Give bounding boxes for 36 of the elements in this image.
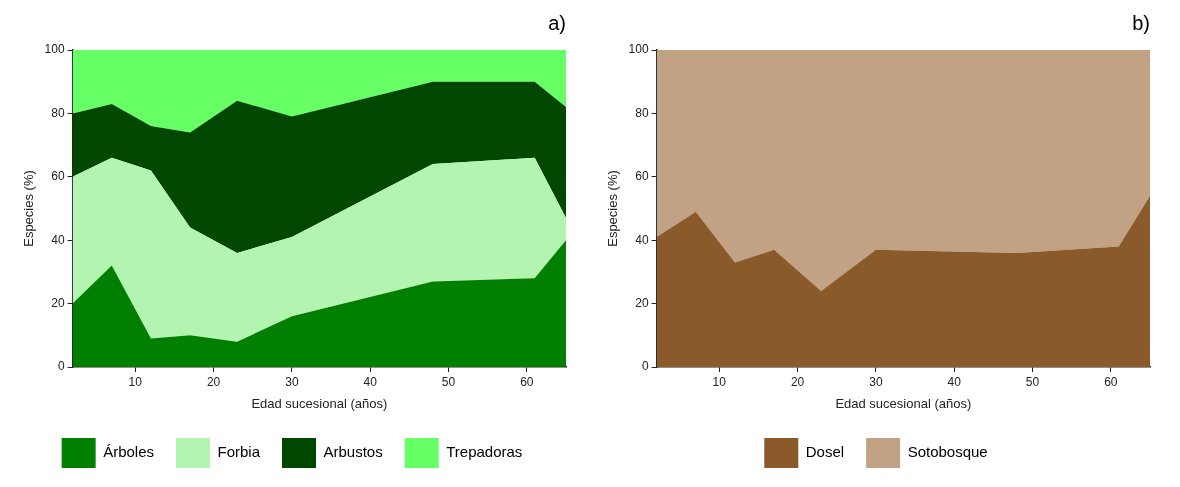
y-tick-label: 80 [51,105,65,120]
legend-label: Trepadoras [446,443,523,461]
y-tick-label: 0 [641,359,649,374]
y-tick-label: 40 [51,232,65,247]
y-tick-label: 60 [635,169,649,184]
y-tick-label: 0 [57,359,65,374]
x-tick-label: 50 [1025,374,1040,389]
x-tick-label: 30 [285,374,299,389]
x-axis-title: Edad sucesional (años) [835,395,972,411]
x-tick-label: 10 [712,374,727,389]
legend-label: Arbustos [323,443,383,461]
x-tick-label: 20 [206,374,221,389]
x-tick-label: 60 [520,374,534,389]
y-tick-label: 100 [44,42,65,57]
x-tick-label: 10 [128,374,143,389]
legend-label: Dosel [805,443,845,461]
x-tick-label: 40 [363,374,378,389]
x-tick-label: 30 [869,374,883,389]
x-tick-label: 60 [1104,374,1118,389]
y-tick-label: 100 [628,42,649,57]
chart-title: b) [1132,11,1150,34]
x-tick-label: 40 [947,374,962,389]
x-tick-label: 50 [441,374,456,389]
y-tick-label: 80 [635,105,649,120]
legend-label: Forbia [217,443,261,461]
x-axis-title: Edad sucesional (años) [251,395,388,411]
y-axis-title: Especies (%) [21,170,37,247]
chart-title: a) [548,11,566,34]
y-tick-label: 20 [51,295,65,310]
x-tick-label: 20 [790,374,805,389]
legend-label: Árboles [103,443,154,461]
y-tick-label: 60 [51,169,65,184]
y-tick-label: 40 [635,232,649,247]
legend-label: Sotobosque [907,443,988,461]
y-axis-title: Especies (%) [605,170,621,247]
y-tick-label: 20 [635,295,649,310]
